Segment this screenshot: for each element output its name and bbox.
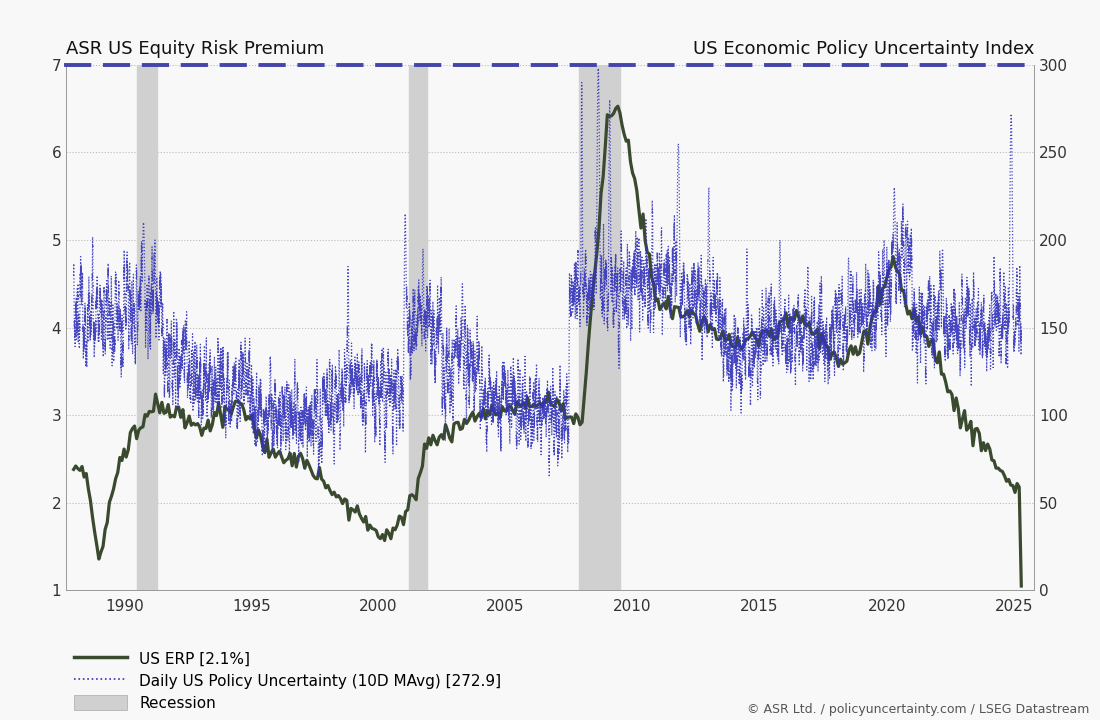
Bar [409,65,427,590]
Text: © ASR Ltd. / policyuncertainty.com / LSEG Datastream: © ASR Ltd. / policyuncertainty.com / LSE… [747,703,1089,716]
Bar [138,65,157,590]
Text: US Economic Policy Uncertainty Index: US Economic Policy Uncertainty Index [693,40,1034,58]
Bar [580,65,620,590]
Legend: US ERP [2.1%], Daily US Policy Uncertainty (10D MAvg) [272.9], Recession: US ERP [2.1%], Daily US Policy Uncertain… [74,651,502,711]
Text: ASR US Equity Risk Premium: ASR US Equity Risk Premium [66,40,324,58]
